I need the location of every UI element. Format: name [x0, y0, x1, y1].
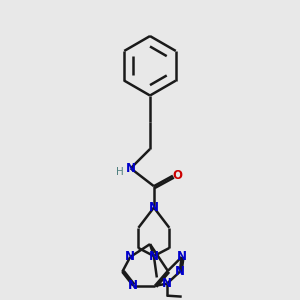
Text: N: N	[126, 162, 136, 175]
Text: N: N	[175, 266, 185, 278]
Text: N: N	[149, 201, 159, 214]
Text: N: N	[149, 250, 159, 262]
Text: N: N	[162, 277, 172, 290]
Text: N: N	[125, 250, 135, 263]
Text: N: N	[128, 279, 138, 292]
Text: N: N	[177, 250, 187, 263]
Text: H: H	[116, 167, 123, 177]
Text: O: O	[172, 169, 182, 182]
